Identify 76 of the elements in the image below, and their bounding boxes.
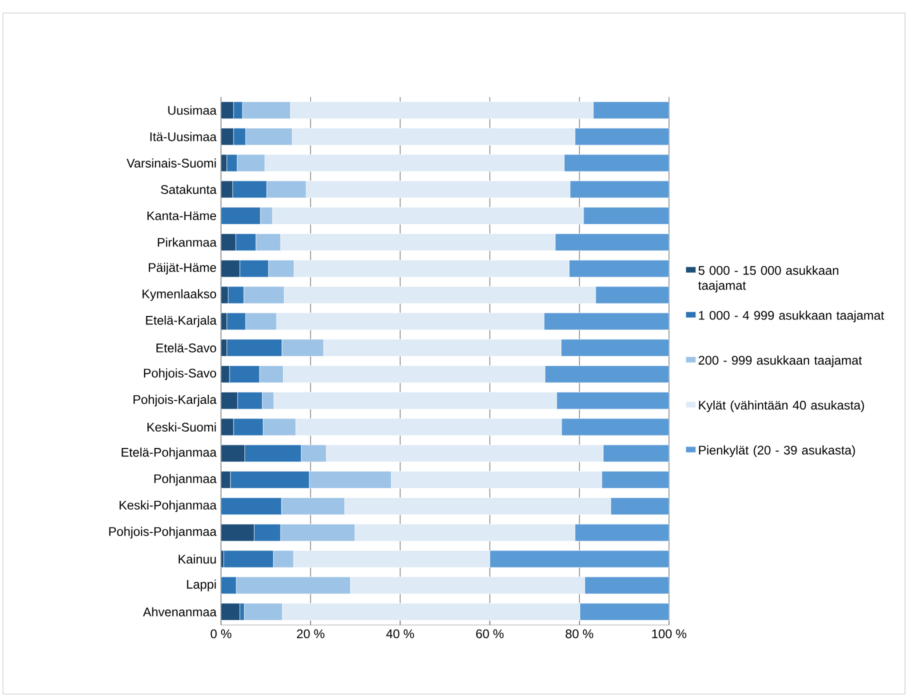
bar: [221, 498, 282, 515]
bar: [580, 603, 669, 621]
y-tick-label: Keski-Pohjanmaa: [120, 500, 217, 512]
bar: [556, 392, 669, 410]
y-tick-label: Etelä-Karjala: [146, 316, 217, 328]
y-tick-label: Kainuu: [178, 554, 216, 564]
bar: [221, 234, 236, 251]
bar: [610, 498, 669, 515]
y-tick-label: Pirkanmaa: [158, 238, 217, 247]
x-tick-label: 80 %: [566, 629, 594, 638]
bar: [595, 286, 669, 304]
bar: [221, 207, 261, 225]
bar: [602, 471, 669, 489]
bar: [226, 339, 282, 357]
bar: [570, 180, 669, 198]
bar: [223, 550, 274, 568]
bar: [233, 418, 264, 436]
bar: [561, 418, 669, 436]
bar: [226, 154, 238, 172]
bar: [221, 260, 240, 278]
bar: [593, 102, 669, 119]
bar: [221, 524, 254, 542]
bar: [221, 444, 245, 462]
bar: [564, 154, 669, 172]
y-tick-label: Itä-Uusimaa: [150, 132, 217, 142]
x-tick-label: 100 %: [652, 629, 686, 638]
x-tick-label: 60 %: [476, 629, 504, 638]
bar: [229, 366, 260, 383]
bar: [602, 444, 669, 462]
bar: [221, 603, 240, 621]
bar: [574, 128, 669, 146]
bar: [233, 128, 246, 146]
legend-label: Pienkylät (20 - 39 asukasta): [699, 445, 855, 458]
bar: [555, 234, 669, 251]
bar: [237, 392, 262, 410]
x-tick-label: 0 %: [210, 629, 232, 638]
y-tick-label: Päijät-Häme: [148, 262, 216, 274]
bar: [544, 312, 669, 330]
y-tick-label: Ahvenanmaa: [143, 607, 217, 616]
bar: [584, 576, 669, 594]
bar: [221, 576, 236, 594]
y-tick-label: Pohjois-Pohjanmaa: [109, 526, 217, 538]
y-tick-label: Etelä-Pohjanmaa: [122, 448, 217, 460]
bar: [230, 471, 310, 489]
bar: [254, 524, 281, 542]
bar: [244, 444, 302, 462]
bar: [221, 180, 233, 198]
y-tick-label: Uusimaa: [168, 106, 217, 115]
y-tick-label: Kanta-Häme: [147, 211, 216, 220]
y-tick-label: Kymenlaakso: [142, 289, 216, 301]
bar: [221, 392, 238, 410]
y-tick-label: Lappi: [187, 580, 216, 592]
bar: [240, 260, 269, 278]
bar: [583, 207, 669, 225]
y-tick-label: Varsinais-Suomi: [126, 158, 216, 168]
bar: [226, 312, 246, 330]
y-tick-label: Satakunta: [160, 184, 217, 194]
bar: [236, 234, 256, 251]
bar: [574, 524, 669, 542]
bar: [232, 180, 267, 198]
x-tick-label: 20 %: [296, 629, 324, 638]
y-tick-label: Pohjois-Savo: [144, 368, 216, 380]
y-tick-label: Etelä-Savo: [156, 343, 216, 352]
legend-label: 200 - 999 asukkaan taajamat: [698, 356, 862, 368]
bar: [490, 550, 669, 568]
y-tick-label: Keski-Suomi: [147, 422, 216, 432]
x-tick-label: 40 %: [386, 629, 414, 638]
bar: [560, 339, 669, 357]
bar: [568, 260, 669, 278]
bar: [544, 366, 669, 383]
legend-label: 1 000 - 4 999 asukkaan taajamat: [698, 310, 884, 322]
legend-label: 5 000 - 15 000 asukkaan taajamat: [698, 266, 838, 292]
y-tick-label: Pohjanmaa: [154, 474, 217, 486]
bar: [228, 286, 244, 304]
legend-label: Kylät (vähintään 40 asukasta): [699, 400, 864, 412]
y-tick-label: Pohjois-Karjala: [134, 394, 217, 406]
